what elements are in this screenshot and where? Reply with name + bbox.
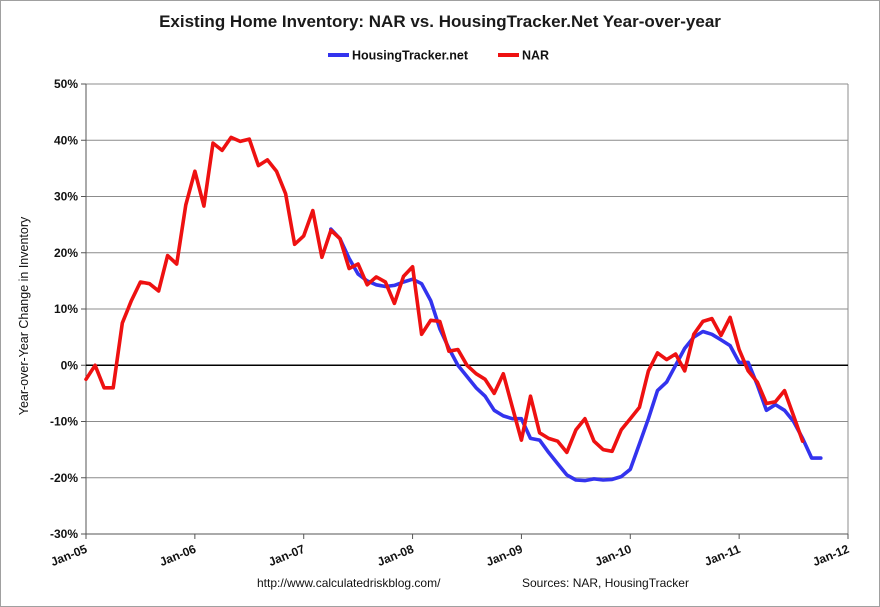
y-tick-label: 50% <box>54 77 78 91</box>
x-tick-label: Jan-09 <box>484 542 525 569</box>
y-axis-ticks: 50% 40% 30% 20% 10% 0% -10% -20% -30% <box>50 77 86 541</box>
legend: HousingTracker.net NAR <box>328 49 549 63</box>
legend-label-nar: NAR <box>522 49 549 63</box>
legend-label-housingtracker: HousingTracker.net <box>352 49 469 63</box>
x-tick-label: Jan-05 <box>49 542 90 569</box>
y-tick-label: -10% <box>50 415 78 429</box>
x-tick-label: Jan-10 <box>593 542 634 569</box>
y-tick-label: 40% <box>54 133 78 147</box>
x-tick-label: Jan-08 <box>375 542 416 569</box>
x-tick-label: Jan-11 <box>702 542 742 569</box>
x-axis-ticks: Jan-05 Jan-06 Jan-07 Jan-08 Jan-09 Jan-10 Jan-… <box>49 534 852 569</box>
y-axis-label: Year-over-Year Change in Inventory <box>17 216 31 415</box>
y-tick-label: 30% <box>54 190 78 204</box>
y-tick-label: 0% <box>61 358 79 372</box>
x-tick-label: Jan-12 <box>811 542 852 569</box>
y-tick-label: 10% <box>54 302 78 316</box>
plot-area <box>85 83 849 535</box>
series-layer <box>84 135 823 483</box>
footer-sources: Sources: NAR, HousingTracker <box>522 576 689 590</box>
series-line-nar <box>84 135 805 455</box>
y-tick-label: -20% <box>50 471 78 485</box>
x-tick-label: Jan-06 <box>157 542 198 569</box>
series-line-housingtracker-net <box>329 227 823 483</box>
x-tick-label: Jan-07 <box>266 542 307 569</box>
chart-title: Existing Home Inventory: NAR vs. Housing… <box>159 12 721 31</box>
y-tick-label: -30% <box>50 527 78 541</box>
footer-url: http://www.calculatedriskblog.com/ <box>257 576 441 590</box>
y-tick-label: 20% <box>54 246 78 260</box>
